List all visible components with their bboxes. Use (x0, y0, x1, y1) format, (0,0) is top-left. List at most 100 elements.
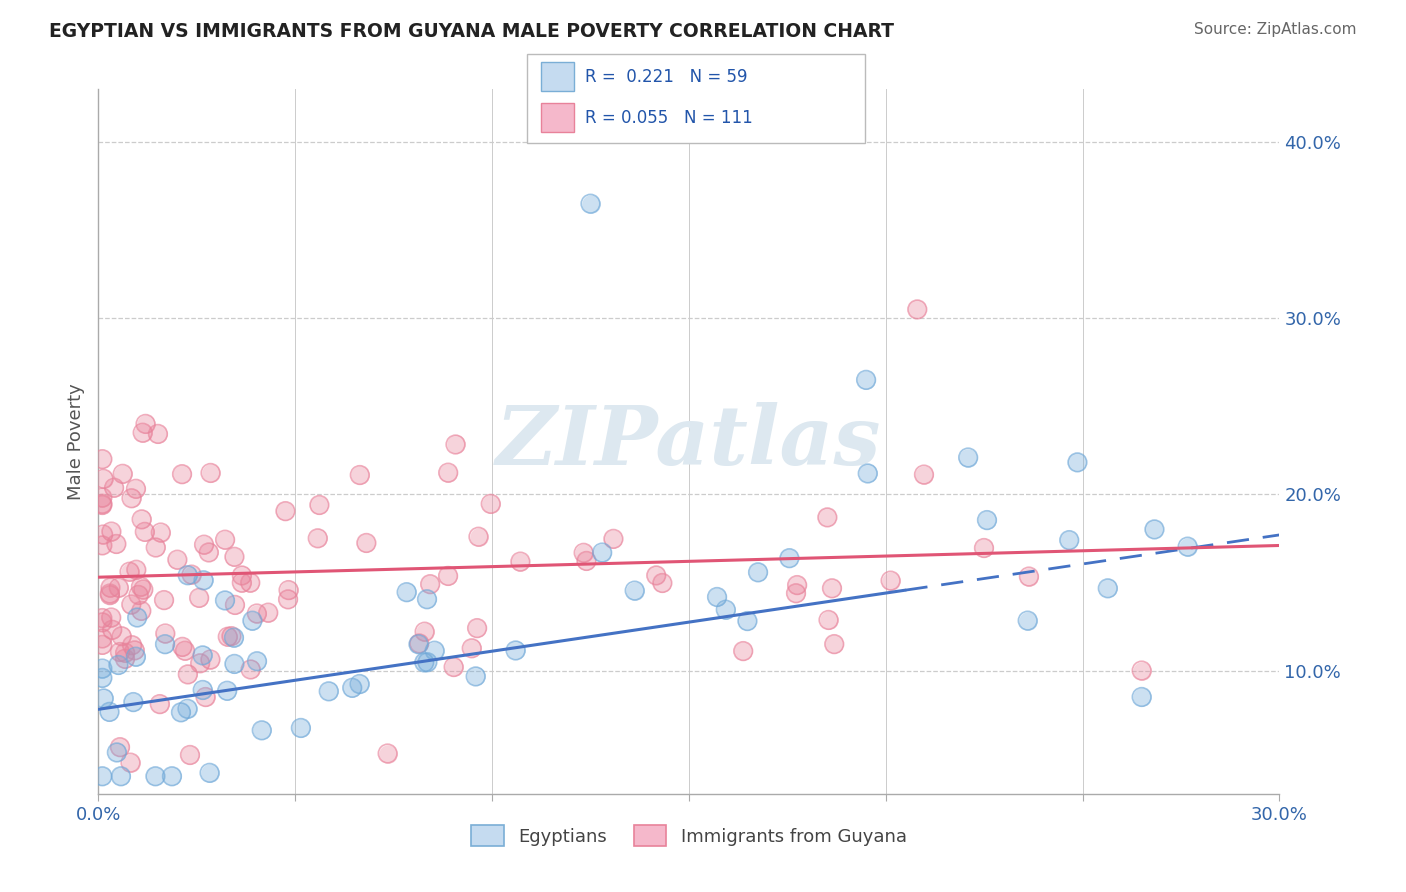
Point (166, 552, 188, 566)
Point (973, 541, 995, 555)
Point (437, 569, 460, 583)
Point (120, 756, 142, 770)
Point (413, 656, 436, 670)
Point (307, 531, 329, 545)
Point (785, 586, 807, 600)
Point (91, 671, 114, 685)
Point (602, 532, 624, 546)
Point (153, 637, 176, 651)
Point (191, 683, 214, 698)
Point (408, 637, 430, 651)
Point (134, 524, 156, 539)
Point (1057, 533, 1080, 548)
Point (912, 467, 935, 482)
Point (224, 598, 246, 612)
Point (170, 467, 193, 482)
Point (111, 629, 134, 643)
Point (91, 498, 114, 512)
Point (191, 648, 214, 663)
Point (91, 662, 114, 676)
Point (166, 552, 188, 566)
Point (1097, 582, 1119, 596)
Point (785, 586, 807, 600)
Point (100, 610, 122, 624)
Point (437, 466, 460, 480)
Point (221, 629, 243, 643)
Point (444, 437, 467, 451)
Point (91, 497, 114, 511)
Point (747, 566, 769, 580)
Point (443, 660, 465, 674)
Point (778, 551, 800, 566)
Point (91, 538, 114, 552)
Point (118, 565, 141, 579)
Point (98, 705, 121, 719)
Point (100, 610, 122, 624)
Point (217, 630, 239, 644)
Point (98, 586, 121, 600)
Point (107, 657, 129, 672)
Point (1066, 455, 1088, 469)
Point (98, 705, 121, 719)
Point (217, 630, 239, 644)
Point (356, 536, 378, 550)
Point (176, 702, 198, 716)
Point (246, 607, 269, 621)
Point (976, 513, 998, 527)
Point (461, 641, 484, 656)
Point (815, 510, 838, 524)
Point (239, 575, 262, 590)
Point (103, 481, 125, 495)
Point (132, 582, 155, 597)
Point (100, 581, 122, 595)
Point (437, 569, 460, 583)
Y-axis label: Male Poverty: Male Poverty (66, 384, 84, 500)
Point (91, 671, 114, 685)
Point (224, 657, 246, 671)
Point (413, 624, 436, 639)
Point (146, 426, 169, 441)
Point (174, 644, 197, 658)
Point (120, 598, 142, 612)
Point (170, 706, 193, 720)
Point (214, 533, 236, 547)
Point (114, 652, 136, 666)
Point (217, 683, 239, 698)
Point (1130, 664, 1153, 678)
Point (91, 527, 114, 541)
Point (108, 645, 131, 659)
Point (132, 582, 155, 597)
Point (129, 604, 152, 618)
Text: ZIPatlas: ZIPatlas (496, 401, 882, 482)
Point (193, 538, 215, 552)
Point (823, 637, 845, 651)
Bar (541, 103, 575, 132)
Point (778, 551, 800, 566)
Point (257, 606, 280, 620)
Point (200, 652, 222, 666)
Point (149, 697, 172, 711)
Point (706, 590, 728, 604)
Point (591, 545, 613, 559)
Point (107, 581, 129, 595)
Point (149, 697, 172, 711)
Point (179, 747, 201, 762)
Point (121, 491, 143, 506)
Point (118, 565, 141, 579)
Text: R =  0.221   N = 59: R = 0.221 N = 59 (585, 68, 747, 86)
Point (131, 425, 153, 440)
Point (100, 581, 122, 595)
Point (131, 425, 153, 440)
Point (153, 593, 176, 607)
Point (231, 568, 253, 582)
Point (155, 626, 177, 640)
Point (465, 621, 488, 635)
Point (855, 373, 877, 387)
Point (91, 491, 114, 505)
Point (277, 592, 299, 607)
Point (395, 585, 418, 599)
Point (467, 530, 489, 544)
Point (1018, 569, 1040, 583)
Point (416, 592, 439, 607)
Point (111, 467, 134, 481)
